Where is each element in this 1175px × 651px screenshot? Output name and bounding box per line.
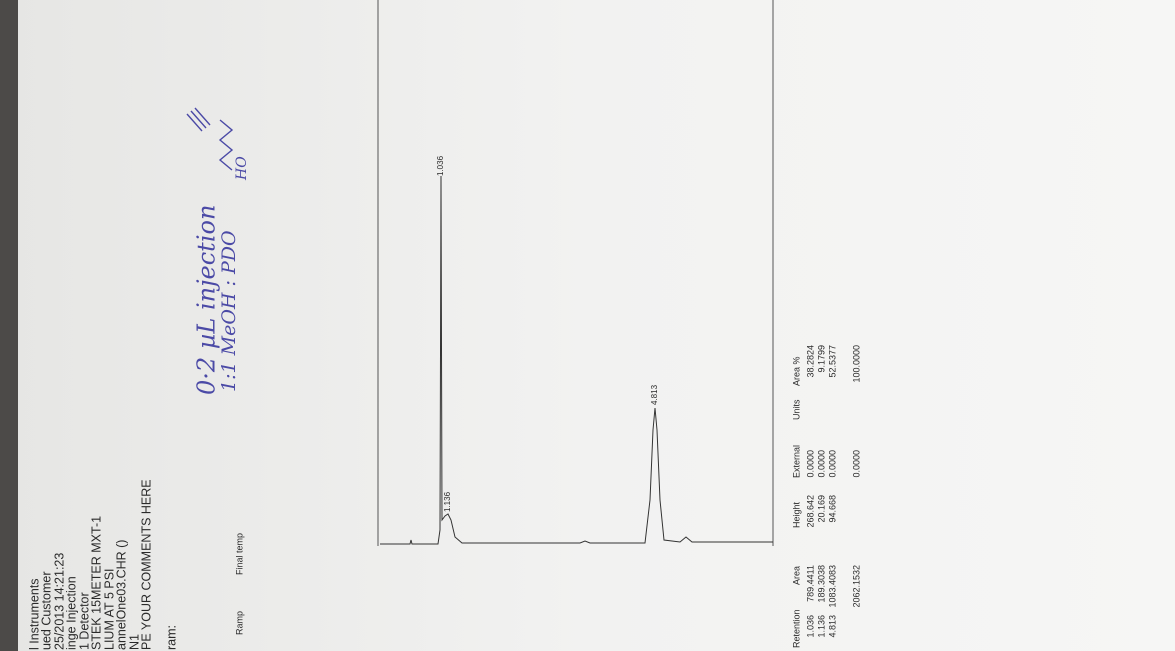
- table-cell: 20.169: [816, 495, 826, 523]
- column-header: Area %: [791, 356, 801, 386]
- handwritten-note: 1:1 MeOH : PDO: [218, 230, 240, 392]
- program-label: ram:: [164, 625, 178, 650]
- table-cell: 0.0000: [805, 450, 815, 478]
- table-cell: 189.3038: [816, 565, 826, 603]
- table-cell: 38.2824: [805, 345, 815, 378]
- program-column: Final temp: [234, 533, 244, 575]
- table-cell: 94.668: [827, 495, 837, 523]
- scanned-page: l Instrumentsued Customer25/2013 14:21:2…: [0, 0, 1175, 651]
- paper: [0, 0, 1175, 651]
- column-header: Area: [791, 566, 801, 585]
- total-cell: 2062.1532: [851, 565, 861, 608]
- table-cell: 4.813: [827, 615, 837, 638]
- header-line: PE YOUR COMMENTS HERE: [139, 479, 153, 650]
- column-header: Units: [791, 399, 801, 420]
- table-cell: 1.136: [816, 615, 826, 638]
- column-header: Height: [791, 501, 801, 528]
- header-line: ued Customer: [39, 571, 53, 650]
- table-cell: 268.642: [805, 495, 815, 528]
- table-cell: 0.0000: [816, 450, 826, 478]
- header-line: inge Injection: [64, 576, 78, 650]
- peak-label: 1.036: [436, 155, 445, 176]
- handwritten-note: 0·2 µL injection: [193, 205, 221, 395]
- table-cell: 789.4411: [805, 565, 815, 602]
- total-cell: 100.0000: [851, 345, 861, 383]
- peak-label: 1.136: [443, 491, 452, 512]
- desk-edge: [0, 0, 18, 651]
- total-cell: 0.0000: [851, 450, 861, 478]
- table-cell: 1083.4083: [827, 565, 837, 608]
- table-cell: 1.036: [805, 615, 815, 638]
- column-header: External: [791, 445, 801, 478]
- handwritten-note: HO: [234, 156, 250, 181]
- column-header: Retention: [791, 609, 801, 648]
- header-line: STEK 15METER MXT-1: [89, 516, 103, 650]
- table-cell: 0.0000: [827, 450, 837, 478]
- peak-label: 4.813: [650, 384, 659, 405]
- table-cell: 9.1799: [816, 345, 826, 373]
- table-cell: 52.5377: [827, 345, 837, 378]
- program-column: Ramp: [234, 611, 244, 635]
- header-line: annelOne03.CHR (): [114, 540, 128, 650]
